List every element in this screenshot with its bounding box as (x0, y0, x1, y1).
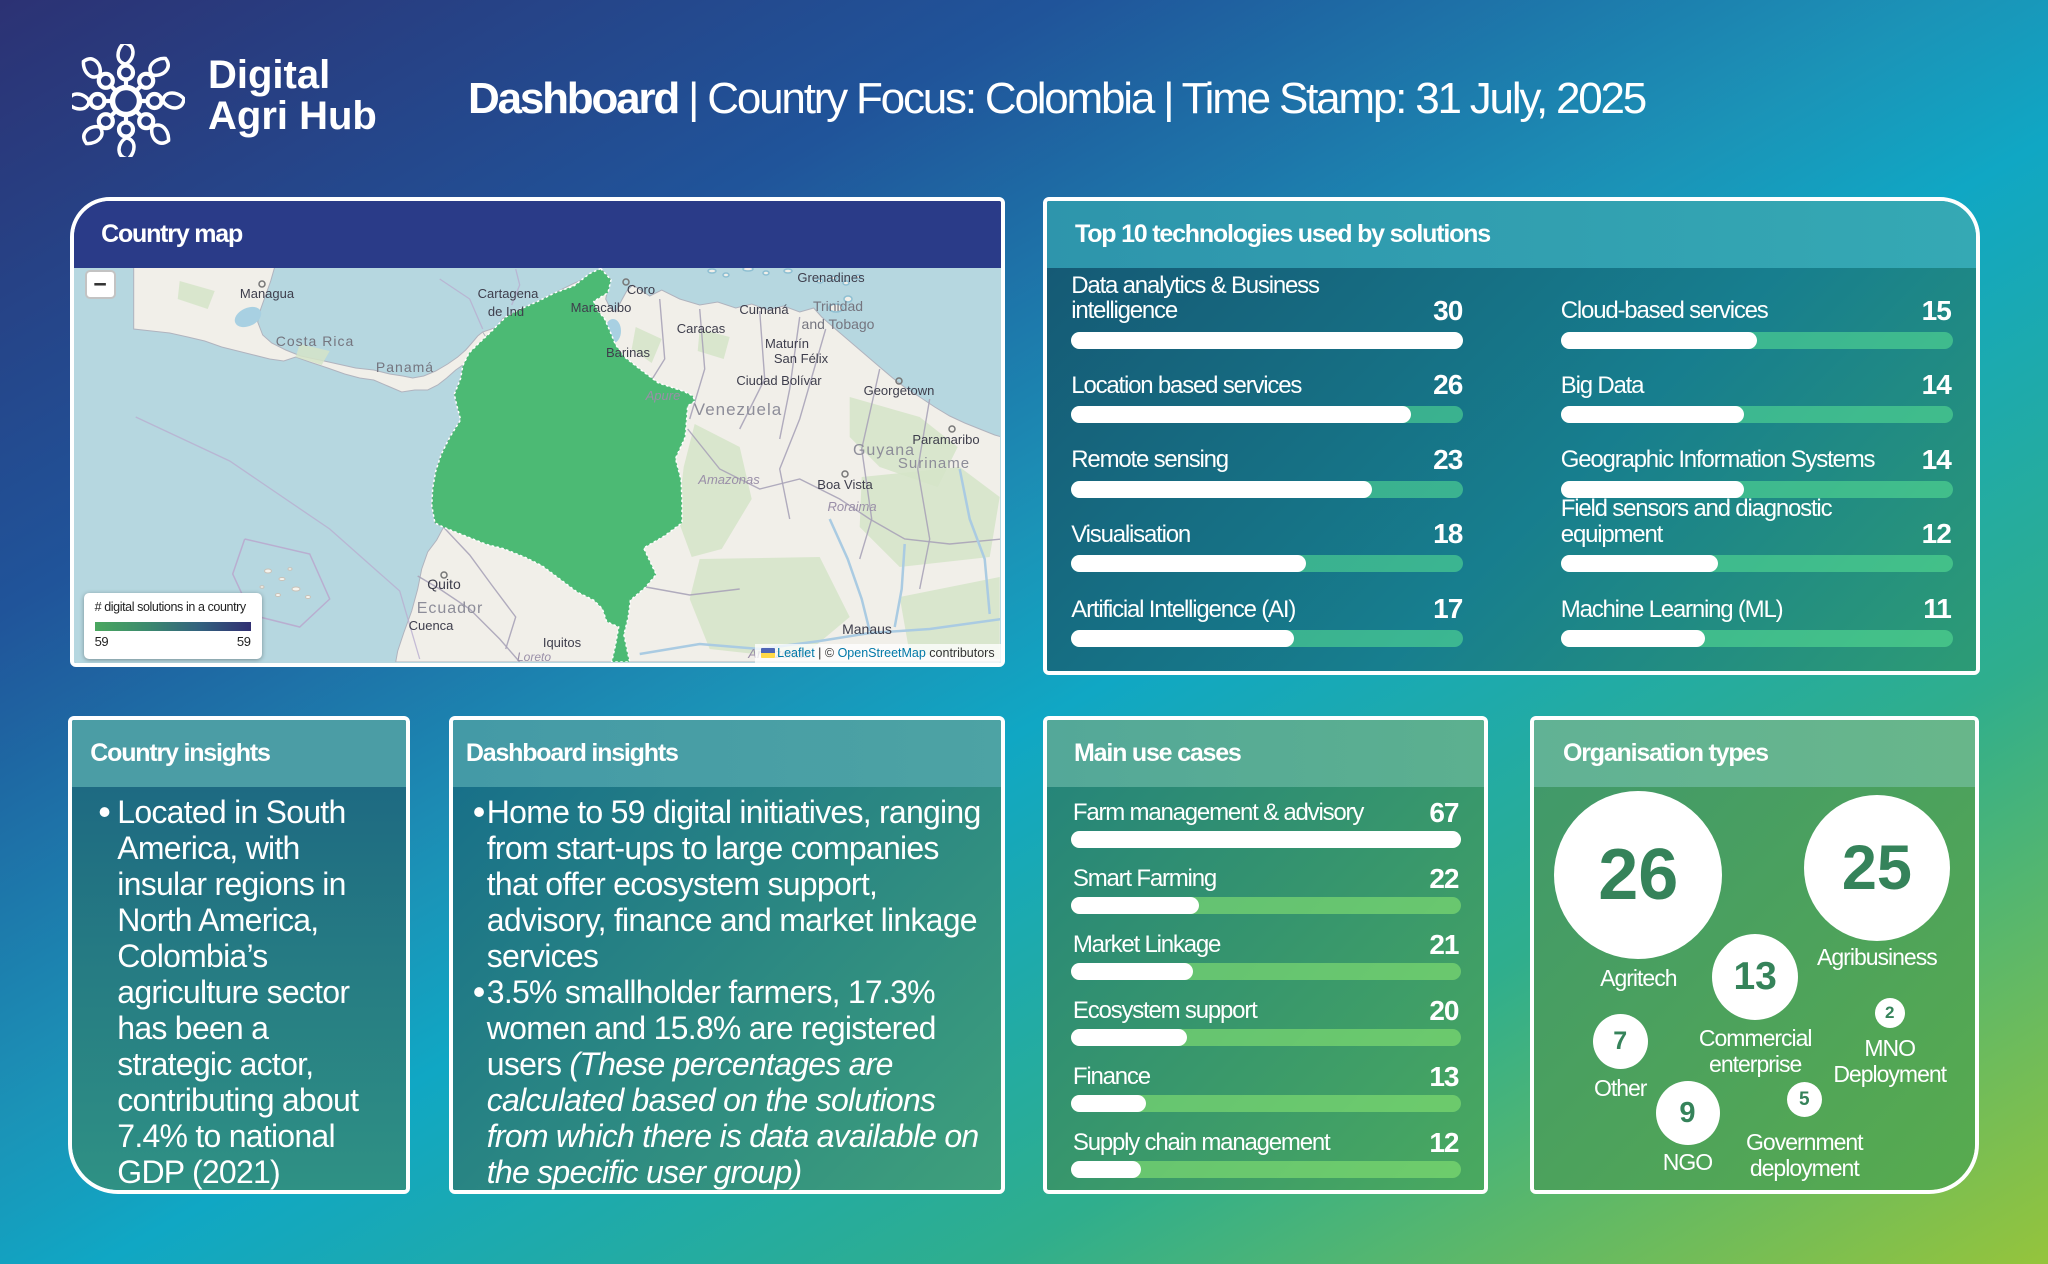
svg-text:Maturín: Maturín (765, 336, 809, 351)
svg-text:Amazonas: Amazonas (697, 472, 760, 487)
svg-text:Cuenca: Cuenca (408, 618, 454, 633)
svg-text:Trinidad: Trinidad (813, 298, 863, 314)
svg-text:Paramaribo: Paramaribo (912, 432, 979, 447)
svg-text:Georgetown: Georgetown (863, 383, 934, 398)
svg-text:Caracas: Caracas (676, 321, 725, 336)
svg-text:Iquitos: Iquitos (542, 635, 581, 650)
svg-text:Managua: Managua (239, 286, 294, 301)
svg-text:Manaus: Manaus (842, 621, 892, 637)
svg-text:Roraima: Roraima (827, 499, 876, 514)
svg-text:Barinas: Barinas (606, 345, 651, 360)
svg-text:Boa Vista: Boa Vista (817, 477, 873, 492)
svg-text:Venezuela: Venezuela (693, 400, 781, 419)
svg-text:Grenadines: Grenadines (797, 270, 865, 285)
svg-text:Maracaibo: Maracaibo (570, 300, 631, 315)
svg-text:Cartagena: Cartagena (477, 286, 538, 301)
svg-text:San Félix: San Félix (773, 351, 828, 366)
svg-text:Loreto: Loreto (517, 650, 551, 662)
svg-text:Coro: Coro (627, 282, 655, 297)
svg-text:de Ind: de Ind (488, 304, 524, 319)
svg-text:Cumaná: Cumaná (739, 302, 789, 317)
svg-text:Costa Rica: Costa Rica (275, 333, 353, 349)
svg-text:Ecuador: Ecuador (416, 600, 483, 617)
svg-text:Apure: Apure (644, 388, 680, 403)
svg-text:Quito: Quito (427, 576, 461, 592)
svg-text:Panamá: Panamá (376, 359, 434, 375)
svg-text:Guyana: Guyana (853, 442, 915, 459)
svg-text:and Tobago: and Tobago (801, 316, 874, 332)
svg-text:Suriname: Suriname (897, 455, 969, 472)
svg-text:Ciudad Bolívar: Ciudad Bolívar (736, 373, 822, 388)
